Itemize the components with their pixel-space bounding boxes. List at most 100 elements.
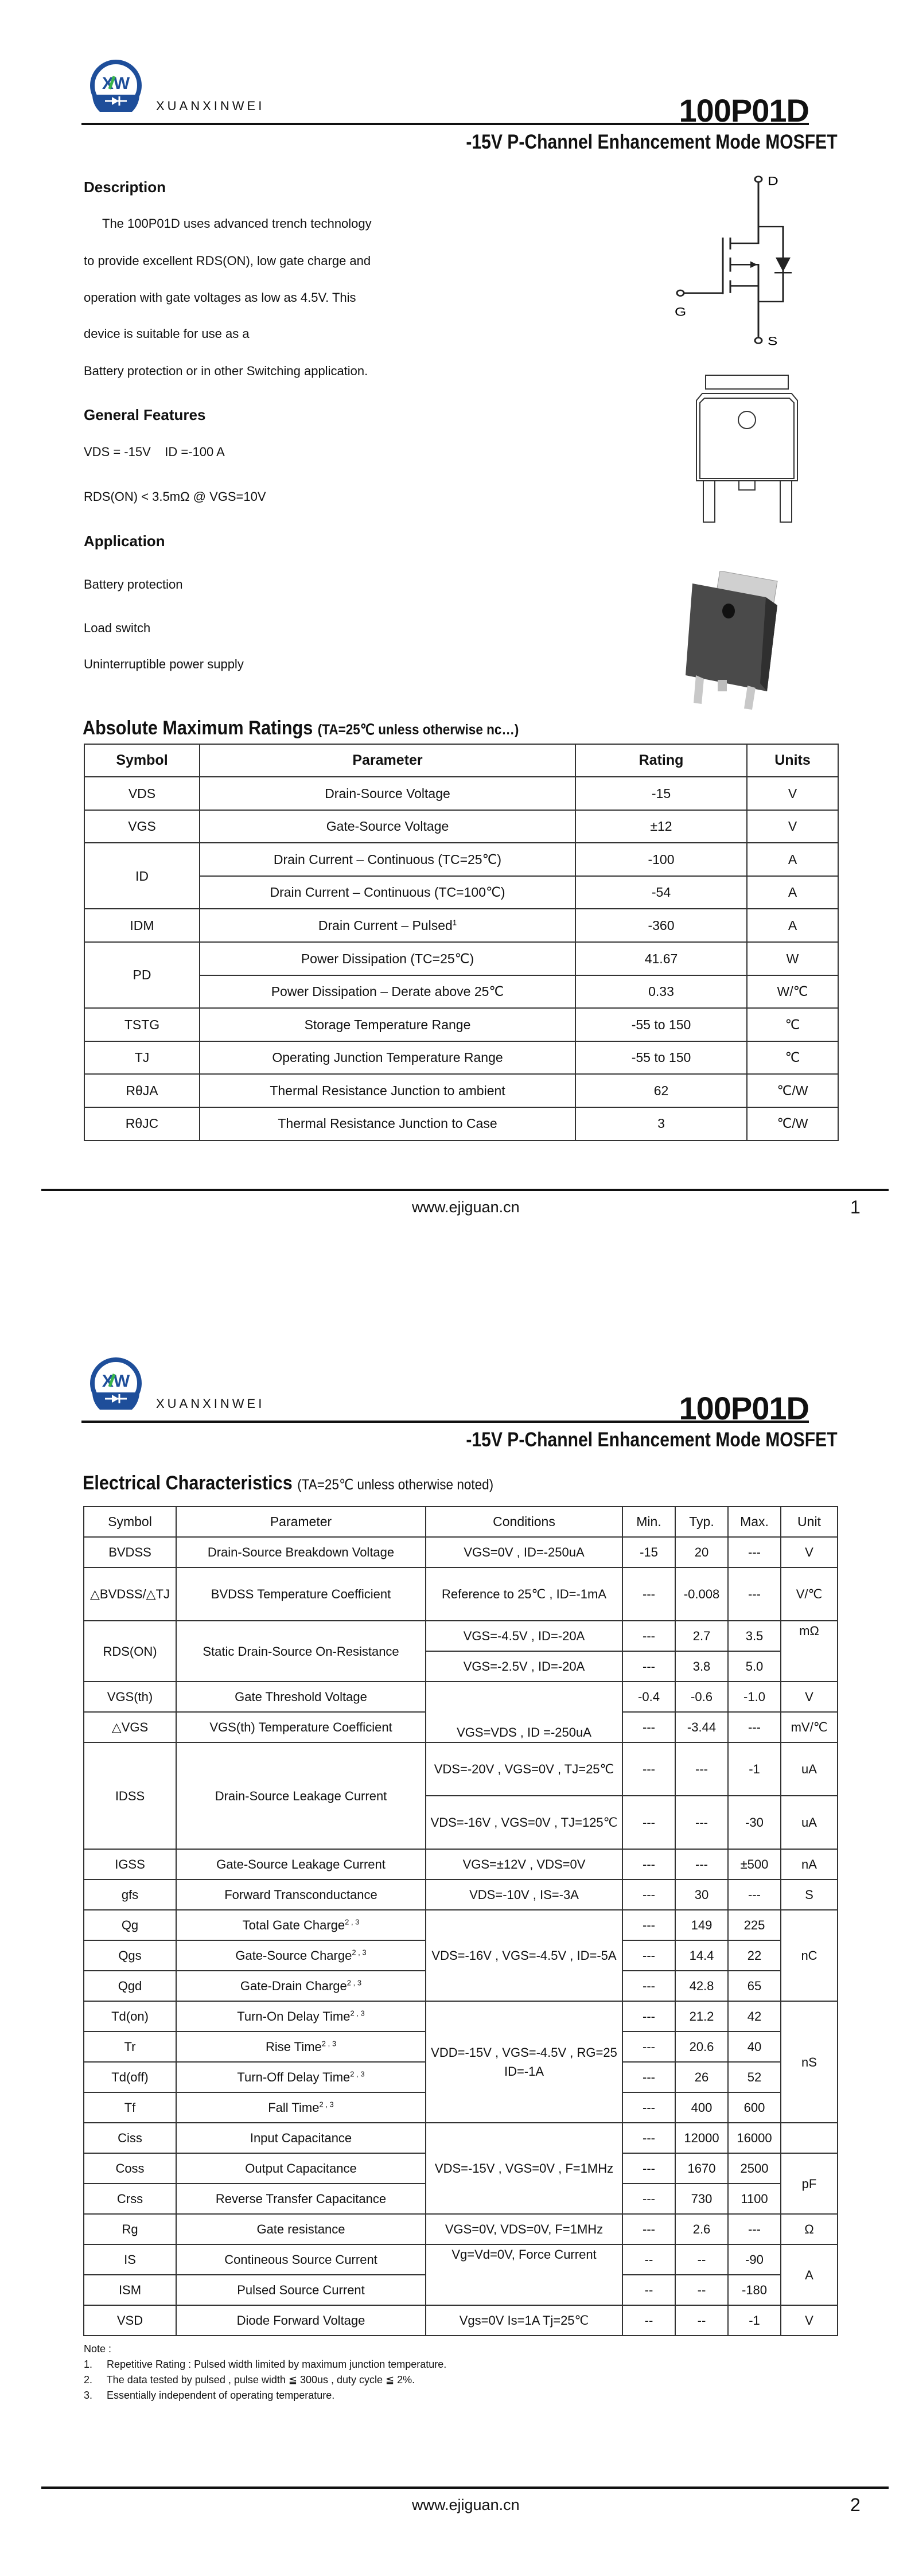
cond-text: Vg=Vd=0V, Force Current (451, 2247, 597, 2262)
cond-cell: VGS=±12V , VDS=0V (425, 1849, 623, 1880)
cond-cell: VDS=-20V , VGS=0V , TJ=25℃ (425, 1742, 623, 1796)
table-row: Qgs Gate-Source Charge2 , 3 --- 14.4 22 (83, 1940, 838, 1971)
sym-text: Qg (121, 1918, 139, 1932)
min-cell: --- (622, 1970, 676, 2002)
sym-cell: Qgs (83, 1940, 177, 1971)
rating-text: ±12 (650, 819, 672, 834)
typ-cell: 30 (675, 1879, 729, 1910)
notes-heading: Note : (84, 2343, 112, 2355)
footnote-ref: 2 , 3 (321, 2039, 337, 2048)
footnote-ref: 1 (452, 918, 457, 927)
rating-cell: -360 (575, 908, 748, 943)
typ-text: 2.7 (692, 1629, 711, 1643)
description-line: Battery protection or in other Switching… (84, 364, 368, 378)
param-text: Drain-Source Breakdown Voltage (207, 1545, 395, 1559)
param-cell: Drain Current – Continuous (TC=100℃) (199, 875, 576, 910)
max-text: 3.5 (745, 1629, 764, 1643)
sym-text: Qgs (118, 1948, 142, 1963)
sym-text: TSTG (124, 1017, 160, 1032)
min-text: -- (644, 2252, 653, 2267)
typ-text: -3.44 (687, 1720, 717, 1734)
cond-text: Reference to 25℃ , ID=-1mA (442, 1587, 606, 1601)
sym-cell: IDSS (83, 1742, 177, 1850)
param-cell: Fall Time2 , 3 (176, 2092, 426, 2123)
cond-text: VGS=VDS , ID =-250uA (457, 1725, 591, 1740)
param-cell: Output Capacitance (176, 2153, 426, 2184)
sym-cell: PD (84, 941, 200, 1009)
param-text: Gate-Source Leakage Current (216, 1857, 386, 1871)
gate-label: G (675, 305, 686, 319)
param-text: Pulsed Source Current (237, 2283, 365, 2297)
table-row: gfs Forward Transconductance VDS=-10V , IS… (83, 1879, 838, 1910)
param-text: Fall Time (268, 2100, 320, 2115)
note-item: 2. The data tested by pulsed , pulse wid… (84, 2374, 415, 2386)
param-text: Drain Current – Pulsed (318, 917, 453, 933)
unit-text: V (805, 2313, 813, 2328)
typ-text: 1670 (687, 2161, 716, 2176)
col-header-units: Units (746, 744, 839, 777)
rating-cell: 0.33 (575, 974, 748, 1009)
sym-cell: RθJC (84, 1106, 200, 1141)
param-text: Input Capacitance (250, 2131, 352, 2145)
max-cell: -30 (727, 1795, 781, 1850)
min-cell: -- (622, 2274, 676, 2306)
min-cell: --- (622, 1940, 676, 1971)
unit-text: V/℃ (796, 1587, 823, 1601)
cond-cell: VDS=-16V , VGS=0V , TJ=125℃ (425, 1795, 623, 1850)
rating-cell: 41.67 (575, 941, 748, 976)
unit-cell: W/℃ (746, 974, 839, 1009)
param-text: Reverse Transfer Capacitance (215, 2192, 387, 2206)
sym-text: IS (124, 2252, 136, 2267)
rating-text: -360 (648, 917, 675, 933)
min-text: --- (643, 2131, 655, 2145)
sym-text: VGS (128, 819, 156, 834)
min-text: --- (643, 2009, 655, 2024)
rating-text: -55 to 150 (631, 1017, 691, 1032)
sym-cell: Tr (83, 2031, 177, 2063)
table-row: Td(on) Turn-On Delay Time2 , 3 VDD=-15V , … (83, 2001, 838, 2123)
sym-cell: Crss (83, 2183, 177, 2215)
max-cell: 600 (727, 2092, 781, 2123)
sym-cell: VDS (84, 776, 200, 811)
typ-cell: 2.7 (675, 1620, 729, 1652)
max-cell: --- (727, 1536, 781, 1568)
sym-text: Qgd (118, 1979, 142, 1993)
min-text: --- (643, 2070, 655, 2084)
unit-cell: W (746, 941, 839, 976)
col-header-parameter: Parameter (176, 1506, 426, 1538)
max-text: 65 (747, 1979, 762, 1993)
unit-text: uA (801, 1762, 817, 1776)
max-text: 1100 (741, 2192, 768, 2206)
footnote-ref: 2 , 3 (347, 1978, 362, 1987)
table-row: △BVDSS/△TJ BVDSS Temperature Coefficient R… (83, 1567, 838, 1621)
cond-text: VGS=0V , ID=-250uA (464, 1545, 585, 1559)
description-line: operation with gate voltages as low as 4… (84, 290, 356, 305)
typ-text: 14.4 (689, 1948, 714, 1963)
table-row: Qg Total Gate Charge2 , 3 VDS=-16V , VGS=-… (83, 1909, 838, 2002)
cond-text: VDS=-16V , VGS=-4.5V , ID=-5A (431, 1948, 617, 1963)
min-text: --- (643, 1888, 655, 1902)
unit-cell: V (746, 776, 839, 811)
page-number: 1 (850, 1197, 861, 1217)
footer-url[interactable]: www.ejiguan.cn (412, 2496, 520, 2513)
cond-text: VDS=-16V , VGS=0V , TJ=125℃ (430, 1815, 618, 1830)
param-cell: Turn-Off Delay Time2 , 3 (176, 2061, 426, 2093)
typ-cell: 2.6 (675, 2213, 729, 2245)
cond-text: VGS=0V, VDS=0V, F=1MHz (445, 2222, 604, 2236)
sym-cell: Coss (83, 2153, 177, 2184)
min-text: --- (643, 1587, 655, 1601)
min-cell: --- (622, 2213, 676, 2245)
min-cell: --- (622, 1567, 676, 1621)
max-cell: 65 (727, 1970, 781, 2002)
max-text: 225 (743, 1918, 765, 1932)
param-text: Gate-Drain Charge (240, 1979, 347, 1993)
brand-logo: XW (90, 1357, 142, 1410)
sym-text: Coss (115, 2161, 145, 2176)
footer-url[interactable]: www.ejiguan.cn (412, 1198, 520, 1216)
absolute-maximum-ratings-table: Symbol Parameter Rating Units VDS Drain-S… (84, 744, 839, 1141)
typ-cell: 26 (675, 2061, 729, 2093)
max-text: -1 (749, 1762, 760, 1776)
cond-cell: VGS=-2.5V , ID=-20A (425, 1651, 623, 1682)
rating-cell: -54 (575, 875, 748, 910)
typ-cell: -3.44 (675, 1711, 729, 1743)
